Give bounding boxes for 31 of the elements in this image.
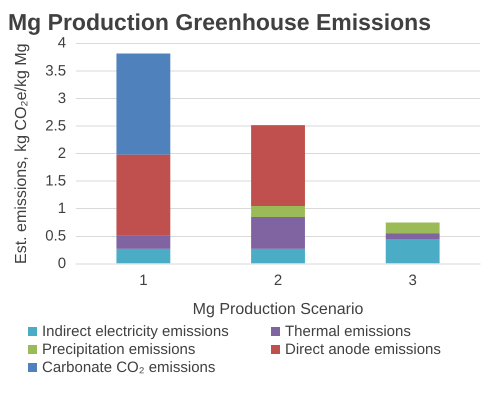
x-tick-label: 3 [408,272,417,289]
bar [251,248,305,264]
y-tick-label: 1.5 [45,172,66,190]
bar [386,239,440,264]
bar [251,125,305,206]
legend-label: Direct anode emissions [285,341,441,358]
y-tick-label: 3.5 [45,62,66,80]
legend-label: Carbonate CO₂ emissions [42,359,216,376]
x-axis-title: Mg Production Scenario [192,300,364,318]
bar [251,217,305,249]
legend-label: Indirect electricity emissions [42,323,229,340]
bar [116,154,170,236]
y-tick-label: 0 [58,254,66,272]
bar [116,248,170,264]
bar [116,54,170,155]
y-tick-label: 2 [58,144,66,162]
legend-label: Precipitation emissions [42,341,196,358]
bar [386,222,440,234]
chart-title: Mg Production Greenhouse Emissions [8,9,432,36]
y-tick-label: 0.5 [45,227,66,244]
bar [251,206,305,218]
y-tick-label: 2.5 [45,117,66,134]
bar [386,234,440,240]
x-tick-label: 2 [274,272,282,289]
y-tick-label: 4 [58,34,66,52]
legend-label: Thermal emissions [285,323,411,340]
y-tick-label: 1 [58,200,66,217]
bar [116,235,170,249]
x-tick-label: 1 [139,272,148,289]
y-tick-label: 3 [58,90,66,107]
y-axis-title: Est. emissions, kg CO₂e/kg Mg [13,43,30,264]
